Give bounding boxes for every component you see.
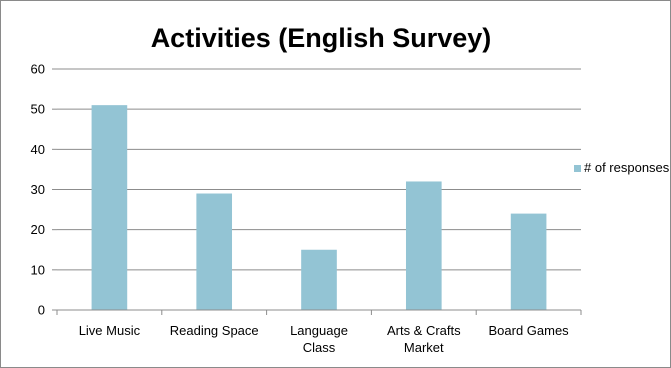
bar [510, 213, 547, 310]
y-tick-label: 0 [38, 303, 45, 318]
bar [405, 181, 442, 310]
y-tick-label: 30 [31, 182, 45, 197]
y-tick-label: 40 [31, 142, 45, 157]
y-tick-label: 60 [31, 62, 45, 77]
bar [196, 193, 233, 310]
x-category-label: Reading Space [170, 323, 259, 338]
x-category-label: Live Music [79, 323, 141, 338]
x-category-label: Board Games [488, 323, 569, 338]
x-category-label: Language [290, 323, 348, 338]
x-category-label: Arts & Crafts [387, 323, 461, 338]
chart-title: Activities (English Survey) [150, 23, 492, 53]
y-tick-label: 10 [31, 262, 45, 277]
y-tick-label: 20 [31, 222, 45, 237]
bar [301, 249, 337, 310]
y-tick-label: 50 [31, 102, 45, 117]
legend-swatch [574, 165, 581, 172]
x-category-label: Class [303, 340, 336, 355]
bar [91, 105, 128, 311]
x-category-label: Market [404, 340, 444, 355]
legend-label: # of responses [584, 160, 670, 175]
